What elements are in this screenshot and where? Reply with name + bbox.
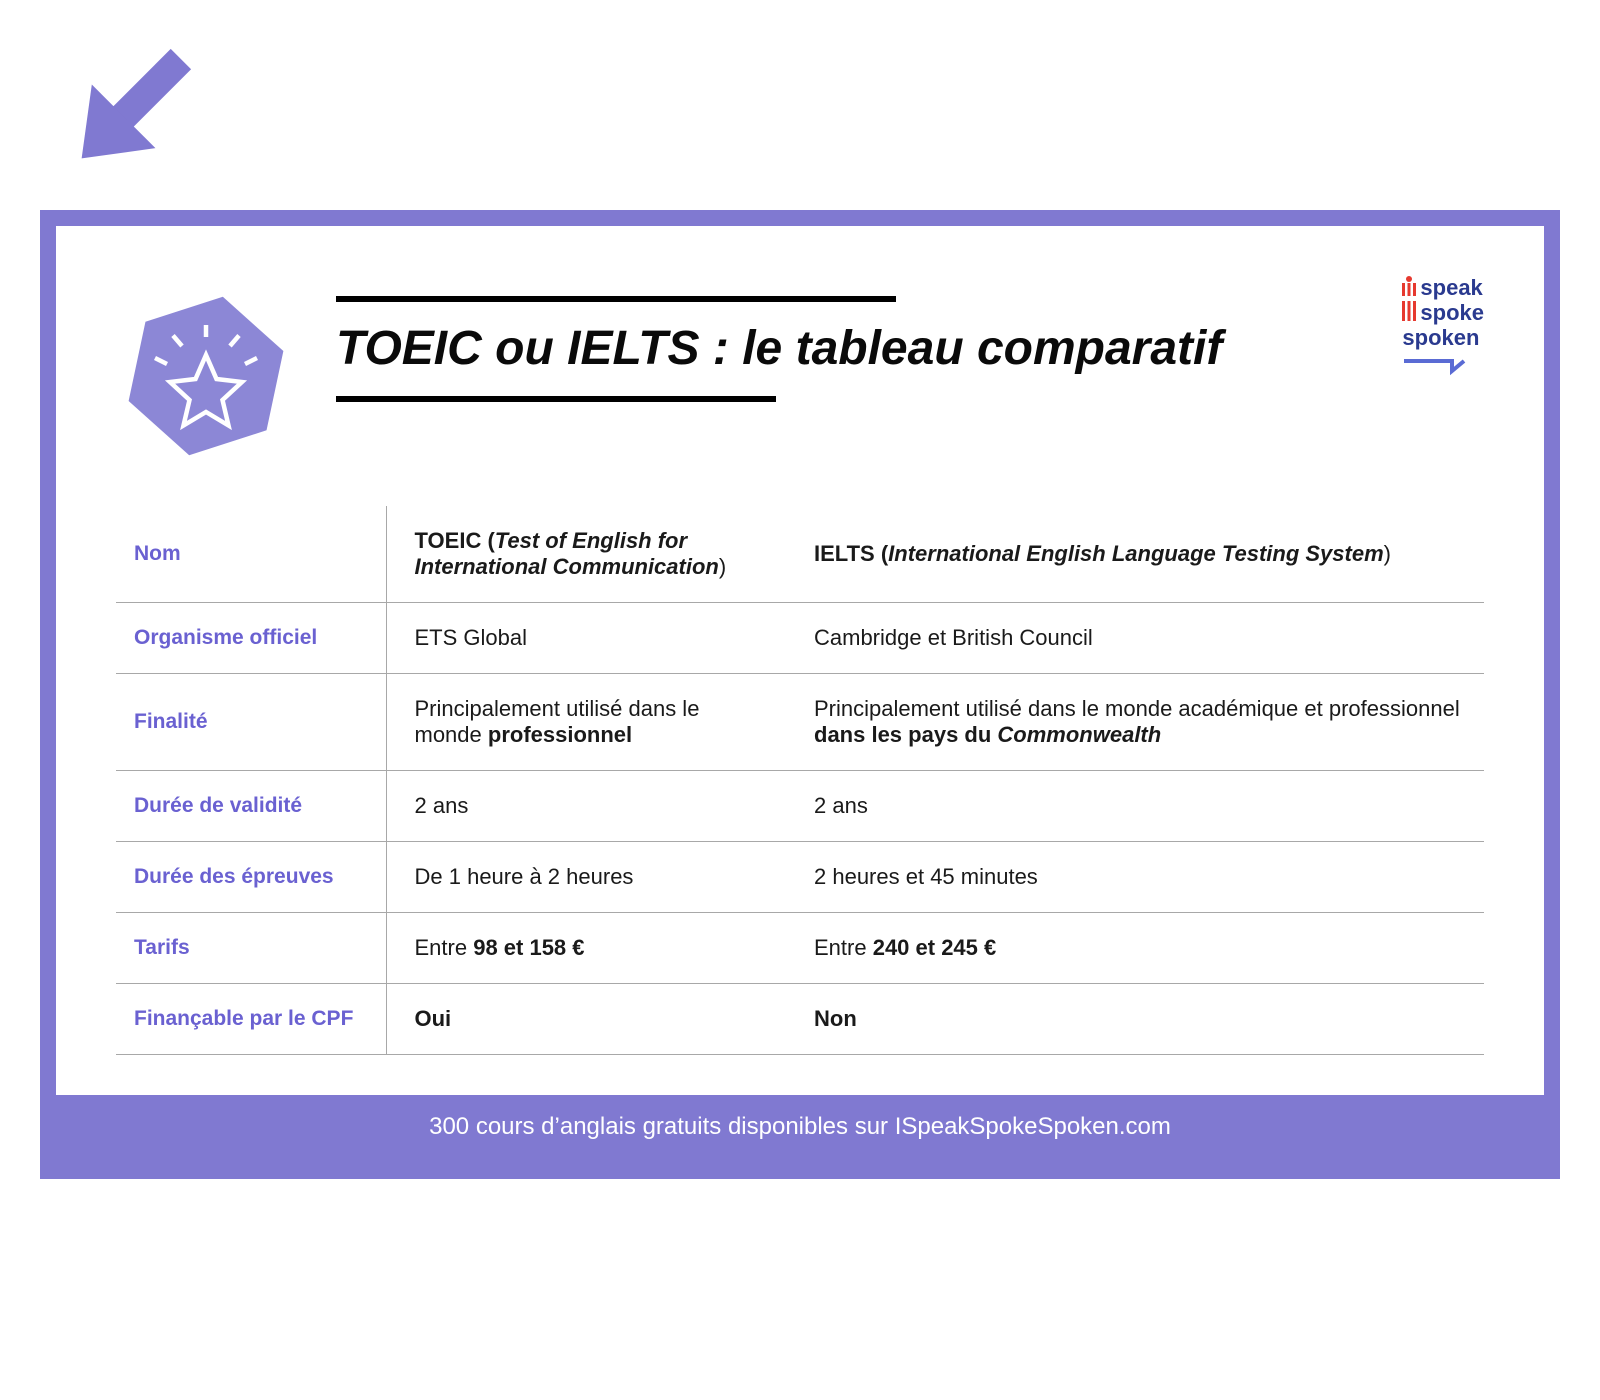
row-label: Organisme officiel: [116, 603, 386, 674]
comparison-card: TOEIC ou IELTS : le tableau comparatif s…: [40, 210, 1560, 1179]
header-row: TOEIC ou IELTS : le tableau comparatif s…: [116, 276, 1484, 466]
row-col-toeic: ETS Global: [386, 603, 786, 674]
footer-text: 300 cours d’anglais gratuits disponibles…: [429, 1113, 1171, 1140]
card-inner: TOEIC ou IELTS : le tableau comparatif s…: [56, 226, 1544, 1095]
row-col-toeic: 2 ans: [386, 771, 786, 842]
title-text: TOEIC ou IELTS : le tableau comparatif: [336, 320, 1484, 378]
table-row: Durée des épreuvesDe 1 heure à 2 heures2…: [116, 842, 1484, 913]
row-col-toeic: Principalement utilisé dans le monde pro…: [386, 674, 786, 771]
row-col-ielts: 2 ans: [786, 771, 1484, 842]
table-row: TarifsEntre 98 et 158 €Entre 240 et 245 …: [116, 913, 1484, 984]
logo-stripes-icon: [1402, 301, 1416, 326]
logo-line1: speak: [1420, 275, 1482, 300]
title-rule-top: [336, 296, 896, 302]
comparison-table: NomTOEIC (Test of English for Internatio…: [116, 506, 1484, 1055]
row-col-ielts: IELTS (International English Language Te…: [786, 506, 1484, 603]
logo-line2: spoke: [1420, 300, 1484, 325]
row-label: Durée des épreuves: [116, 842, 386, 913]
row-col-ielts: Principalement utilisé dans le monde aca…: [786, 674, 1484, 771]
title-rule-bottom: [336, 396, 776, 402]
row-label: Tarifs: [116, 913, 386, 984]
row-label: Durée de validité: [116, 771, 386, 842]
row-col-ielts: 2 heures et 45 minutes: [786, 842, 1484, 913]
footer-bar: 300 cours d’anglais gratuits disponibles…: [56, 1095, 1544, 1163]
arrow-down-right-icon: [40, 20, 220, 200]
logo-line3: spoken: [1402, 326, 1484, 350]
row-label: Finançable par le CPF: [116, 984, 386, 1055]
table-row: FinalitéPrincipalement utilisé dans le m…: [116, 674, 1484, 771]
table-body: NomTOEIC (Test of English for Internatio…: [116, 506, 1484, 1055]
brand-logo: speak spoke spoken: [1402, 276, 1484, 386]
row-col-toeic: Oui: [386, 984, 786, 1055]
logo-stripes-icon: [1402, 276, 1416, 301]
row-col-toeic: TOEIC (Test of English for International…: [386, 506, 786, 603]
row-label: Nom: [116, 506, 386, 603]
row-col-ielts: Entre 240 et 245 €: [786, 913, 1484, 984]
row-label: Finalité: [116, 674, 386, 771]
row-col-toeic: De 1 heure à 2 heures: [386, 842, 786, 913]
logo-check-icon: [1402, 357, 1472, 381]
table-row: Finançable par le CPFOuiNon: [116, 984, 1484, 1055]
row-col-toeic: Entre 98 et 158 €: [386, 913, 786, 984]
table-row: Organisme officielETS GlobalCambridge et…: [116, 603, 1484, 674]
table-row: Durée de validité2 ans2 ans: [116, 771, 1484, 842]
title-block: TOEIC ou IELTS : le tableau comparatif: [336, 276, 1484, 402]
row-col-ielts: Cambridge et British Council: [786, 603, 1484, 674]
row-col-ielts: Non: [786, 984, 1484, 1055]
table-row: NomTOEIC (Test of English for Internatio…: [116, 506, 1484, 603]
star-hexagon-icon: [116, 286, 296, 466]
